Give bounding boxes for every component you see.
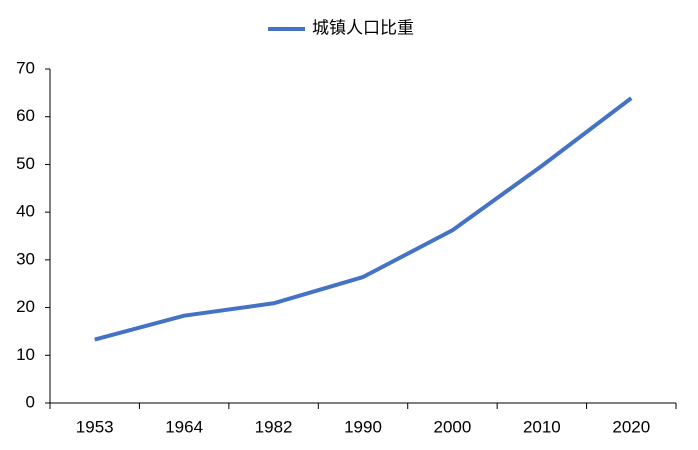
x-tick-label: 1964 xyxy=(165,417,203,436)
y-tick-label: 30 xyxy=(16,249,35,268)
y-tick-label: 40 xyxy=(16,202,35,221)
y-tick-label: 10 xyxy=(16,345,35,364)
y-tick-label: 0 xyxy=(26,392,35,411)
legend-label: 城镇人口比重 xyxy=(312,18,414,37)
y-tick-label: 70 xyxy=(16,58,35,77)
x-tick-label: 1953 xyxy=(76,417,114,436)
x-tick-label: 2010 xyxy=(523,417,561,436)
y-tick-label: 60 xyxy=(16,106,35,125)
x-tick-label: 2000 xyxy=(434,417,472,436)
x-tick-label: 1982 xyxy=(255,417,293,436)
y-tick-label: 20 xyxy=(16,297,35,316)
x-tick-label: 1990 xyxy=(344,417,382,436)
y-tick-label: 50 xyxy=(16,154,35,173)
x-tick-label: 2020 xyxy=(612,417,650,436)
line-series xyxy=(94,96,633,342)
